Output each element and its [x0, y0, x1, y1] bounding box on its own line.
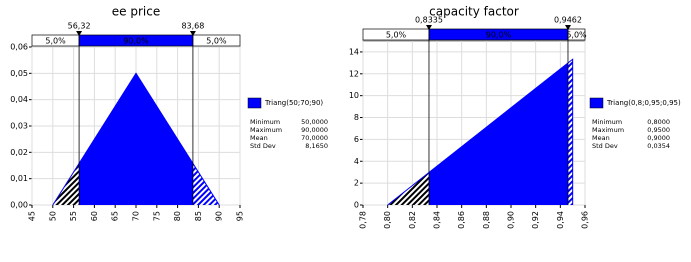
density-line	[52, 72, 220, 206]
band-label: 90,0%	[123, 37, 149, 46]
density-line	[387, 58, 574, 206]
y-tick-label: 0,03	[10, 122, 28, 131]
y-tick-label: 0,04	[10, 95, 28, 104]
y-tick-label: 2	[354, 179, 359, 188]
y-tick-label: 12	[349, 69, 359, 78]
x-tick-label: 0,92	[531, 211, 540, 229]
area-region	[79, 73, 193, 205]
band-label: 5,0%	[45, 37, 66, 46]
stat-name: Maximum	[250, 126, 282, 134]
y-tick-label: 4	[354, 157, 359, 166]
x-tick-label: 50	[48, 211, 57, 221]
stat-name: Maximum	[592, 126, 624, 134]
delimiter-marker	[189, 31, 196, 36]
y-tick-label: 0,00	[10, 201, 28, 210]
delimiter-label: 0,9462	[554, 16, 582, 25]
x-tick-label: 0,90	[507, 211, 516, 229]
y-tick-label: 0	[354, 201, 359, 210]
x-tick-label: 0,80	[383, 211, 392, 229]
stat-value: 0,9000	[647, 134, 670, 142]
delimiter-label: 0,8335	[415, 16, 443, 25]
x-tick-label: 85	[194, 211, 203, 221]
area-region	[428, 62, 568, 206]
x-tick-label: 70	[132, 211, 141, 221]
x-tick-label: 45	[28, 211, 37, 221]
band-label: 90,0%	[486, 31, 512, 40]
x-tick-label: 55	[69, 211, 78, 221]
y-tick-label: 10	[349, 91, 359, 100]
area-region	[32, 163, 80, 205]
x-tick-label: 0,78	[359, 211, 368, 229]
stat-name: Mean	[592, 134, 610, 142]
y-tick-label: 0,01	[10, 174, 28, 183]
x-tick-label: 0,96	[581, 211, 590, 229]
legend-swatch	[589, 97, 604, 109]
x-tick-label: 75	[152, 211, 161, 221]
stat-value: 0,9500	[647, 126, 670, 134]
y-tick-label: 0,06	[10, 43, 28, 52]
y-tick-label: 14	[349, 47, 359, 56]
legend-swatch	[247, 97, 262, 109]
x-tick-label: 60	[90, 211, 99, 221]
delimiter-marker	[425, 25, 432, 30]
chart-title: capacity factor	[429, 5, 519, 19]
y-tick-label: 6	[354, 135, 359, 144]
band-label: 5,0%	[566, 31, 587, 40]
x-tick-label: 80	[173, 211, 182, 221]
area-region	[192, 163, 240, 205]
chart-title: ee price	[112, 5, 160, 19]
delimiter-marker	[564, 25, 571, 30]
stat-value: 70,0000	[301, 134, 328, 142]
delimiter-label: 83,68	[181, 22, 204, 31]
band-label: 5,0%	[206, 37, 227, 46]
area-region	[363, 172, 429, 205]
band-label: 5,0%	[386, 31, 407, 40]
delimiter-marker	[76, 31, 83, 36]
x-tick-label: 0,86	[457, 211, 466, 229]
legend-label: Triang(50;70;90)	[264, 99, 323, 107]
x-tick-label: 0,88	[482, 211, 491, 229]
y-tick-label: 0,05	[10, 69, 28, 78]
stat-name: Std Dev	[250, 142, 276, 150]
stat-name: Minimum	[250, 118, 280, 126]
stat-value: 0,0354	[647, 142, 670, 150]
x-tick-label: 0,94	[556, 211, 565, 229]
x-tick-label: 90	[215, 211, 224, 221]
x-tick-label: 0,82	[408, 211, 417, 229]
x-tick-label: 65	[111, 211, 120, 221]
stat-name: Minimum	[592, 118, 622, 126]
stat-value: 90,0000	[301, 126, 328, 134]
stat-value: 8,1650	[305, 142, 328, 150]
stat-value: 0,8000	[647, 118, 670, 126]
stat-name: Std Dev	[592, 142, 618, 150]
delimiter-label: 56,32	[68, 22, 91, 31]
stat-value: 50,0000	[301, 118, 328, 126]
stat-name: Mean	[250, 134, 268, 142]
x-tick-label: 95	[236, 211, 245, 221]
x-tick-label: 0,84	[433, 211, 442, 229]
legend-label: Triang(0,8;0,95;0,95)	[606, 99, 681, 107]
y-tick-label: 0,02	[10, 148, 28, 157]
y-tick-label: 8	[354, 113, 359, 122]
